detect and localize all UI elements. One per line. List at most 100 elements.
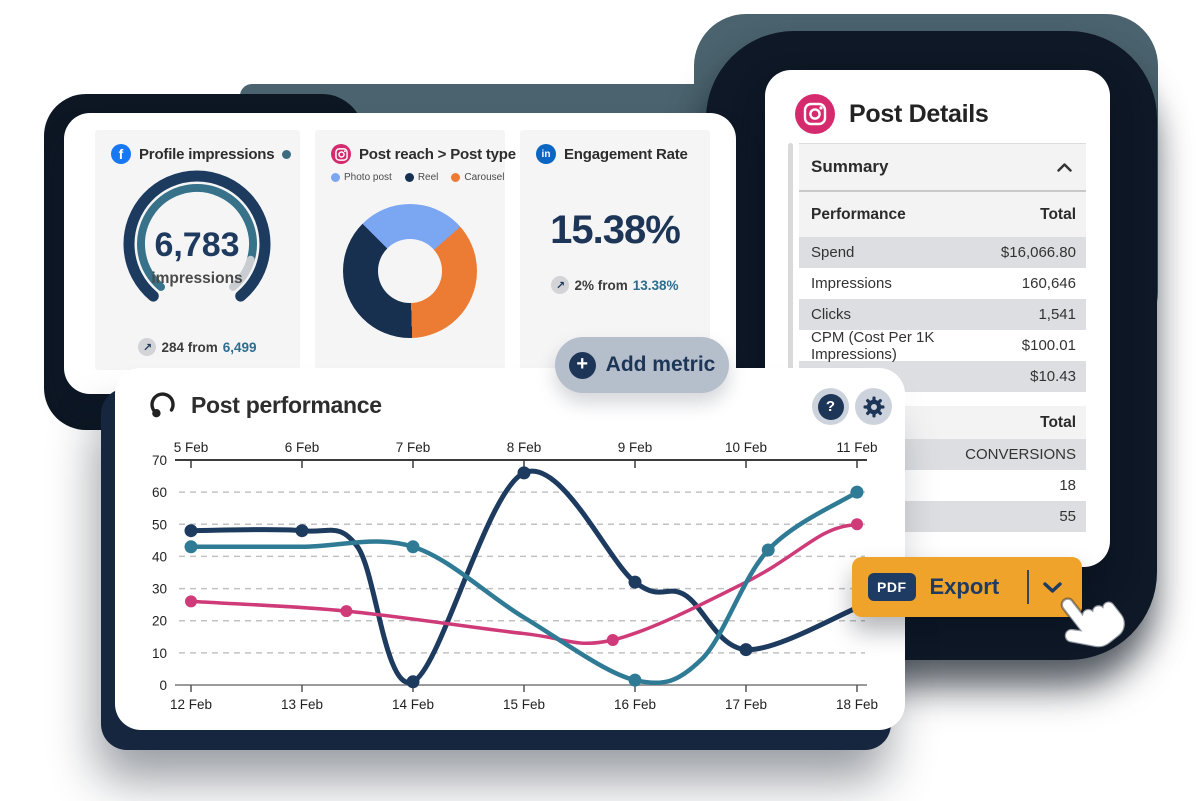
row-value: $16,066.80: [1000, 244, 1076, 261]
facebook-icon: f: [111, 144, 131, 164]
table-row: Spend $16,066.80: [799, 237, 1086, 268]
col-total: Total: [1040, 205, 1076, 223]
series-pink: [189, 522, 859, 646]
post-type-donut-chart: [343, 204, 477, 338]
row-label: Spend: [811, 244, 855, 261]
series-pink-point: [340, 605, 353, 618]
row-value: $100.01: [1021, 337, 1076, 354]
legend-dot-icon: [404, 173, 414, 182]
post-performance-line-chart: 0 10 20 30 40 50 60 70 5 Feb 6 Feb 7 Feb 8 Feb 9 Feb…: [152, 440, 878, 712]
svg-text:18 Feb: 18 Feb: [836, 697, 878, 712]
instagram-icon: [331, 144, 351, 164]
series-teal-point: [850, 485, 864, 499]
summary-header[interactable]: Summary: [799, 143, 1086, 192]
series-pink-point: [606, 634, 619, 646]
legend-label: Photo post: [344, 172, 392, 183]
summary-scrollbar[interactable]: [788, 143, 793, 550]
svg-text:10: 10: [152, 646, 167, 661]
row-value: 55: [1059, 508, 1076, 525]
table-row: CPM (Cost Per 1K Impressions) $100.01: [799, 328, 1086, 363]
pdf-badge: PDF: [868, 573, 916, 601]
export-button[interactable]: PDF Export: [852, 557, 1082, 617]
svg-text:14 Feb: 14 Feb: [392, 697, 434, 712]
series-pink-point: [185, 595, 197, 608]
series-teal-point: [184, 540, 198, 554]
row-value: 1,541: [1038, 306, 1076, 323]
svg-text:8 Feb: 8 Feb: [507, 440, 542, 455]
row-value: 18: [1059, 477, 1076, 494]
chart-title: Post performance: [191, 391, 382, 418]
donut-hole: [378, 239, 442, 303]
svg-text:13 Feb: 13 Feb: [281, 697, 323, 712]
svg-text:9 Feb: 9 Feb: [618, 440, 653, 455]
chevron-down-icon[interactable]: [1043, 581, 1062, 593]
card-profile-impressions: f Profile impressions 6,783 impressions ↗…: [95, 130, 300, 370]
help-button[interactable]: ?: [812, 388, 849, 425]
table-row: Impressions 160,646: [799, 268, 1086, 299]
legend-dot-icon: [331, 173, 340, 182]
svg-text:40: 40: [152, 549, 167, 564]
svg-text:30: 30: [152, 582, 167, 597]
series-teal: [188, 489, 860, 686]
series-navy-point: [295, 524, 309, 538]
svg-text:0: 0: [159, 678, 167, 693]
dot-icon: [282, 149, 292, 159]
svg-text:60: 60: [152, 485, 167, 500]
series-teal-point: [761, 543, 775, 557]
row-value: CONVERSIONS: [965, 446, 1076, 463]
card-engagement-rate: in Engagement Rate 15.38% ↗ 2% from 13.3…: [520, 130, 710, 370]
svg-text:16 Feb: 16 Feb: [614, 697, 656, 712]
table-row: Clicks 1,541: [799, 299, 1086, 330]
row-label: Impressions: [811, 275, 892, 292]
svg-text:10 Feb: 10 Feb: [725, 440, 767, 455]
row-label: CPM (Cost Per 1K Impressions): [811, 328, 935, 363]
series-pink-point: [851, 518, 863, 531]
chevron-up-icon: [1057, 162, 1072, 172]
legend-dot-icon: [451, 173, 461, 182]
svg-text:6,783: 6,783: [154, 226, 239, 264]
plus-icon: +: [568, 351, 596, 379]
row-label: Clicks: [811, 306, 851, 323]
svg-text:6 Feb: 6 Feb: [285, 440, 320, 455]
question-icon: ?: [817, 393, 844, 420]
linkedin-icon: in: [536, 144, 556, 164]
card-title: Post reach > Post type: [359, 145, 516, 163]
svg-text:17 Feb: 17 Feb: [725, 697, 767, 712]
divider: [1027, 570, 1029, 604]
post-performance-card: Post performance ? 0 10 20 30 40 50 60 70 5 Feb 6…: [115, 368, 905, 730]
trend-arrow-icon: ↗: [551, 276, 570, 294]
legend-item: Reel: [404, 172, 439, 183]
delta-text: 2% from: [574, 277, 628, 293]
legend-item: Carousel: [451, 172, 504, 183]
table-row: 18: [799, 470, 1086, 501]
add-metric-button[interactable]: + Add metric: [555, 337, 729, 393]
donut-legend: Photo post Reel Carousel: [315, 164, 505, 183]
add-metric-label: Add metric: [605, 353, 716, 376]
series-teal-point: [406, 540, 420, 554]
export-label: Export: [929, 574, 1000, 599]
series-teal-point: [628, 673, 642, 687]
settings-button[interactable]: [855, 388, 892, 425]
svg-text:20: 20: [152, 614, 167, 629]
card-post-reach: Post reach > Post type Photo post Reel Car…: [315, 130, 516, 370]
baseline-value: 13.38%: [632, 277, 679, 293]
series-navy-point: [739, 643, 753, 657]
legend-label: Reel: [417, 172, 439, 183]
performance-table-header: Performance Total: [799, 192, 1086, 237]
row-value: $10.43: [1030, 368, 1076, 385]
card-title: Profile impressions: [139, 145, 275, 163]
series-navy-point: [628, 575, 642, 589]
svg-text:impressions: impressions: [151, 270, 242, 287]
svg-text:7 Feb: 7 Feb: [396, 440, 431, 455]
performance-rows: Spend $16,066.80 Impressions 160,646 Clicks 1…: [799, 237, 1086, 392]
trend-arrow-icon: ↗: [138, 338, 157, 356]
legend-item: Photo post: [331, 172, 392, 183]
series-navy-point: [517, 466, 531, 480]
panel-title: Post Details: [849, 99, 989, 128]
baseline-value: 6,499: [222, 339, 257, 355]
legend-label: Carousel: [464, 172, 505, 183]
row-value: 160,646: [1021, 275, 1076, 292]
impressions-gauge: 6,783 impressions: [123, 170, 271, 302]
gear-icon: [863, 396, 884, 417]
